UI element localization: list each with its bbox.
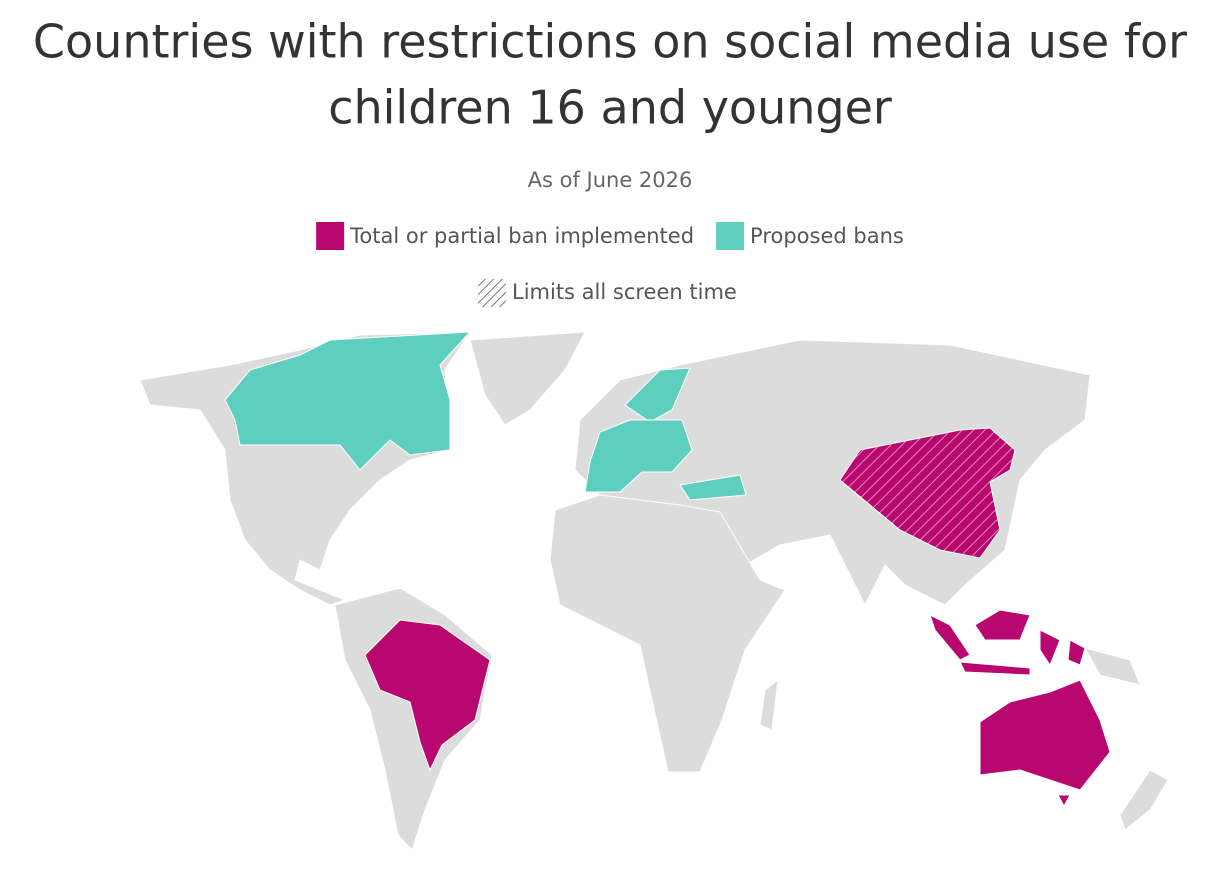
western-europe (584, 419, 693, 493)
subtitle: As of June 2026 (528, 168, 693, 192)
africa (549, 494, 786, 773)
indonesia (929, 609, 1086, 676)
hatch-swatch (478, 279, 506, 307)
legend-label: Proposed bans (750, 224, 904, 248)
title: children 16 and younger (328, 81, 892, 135)
new-zealand (1119, 769, 1169, 831)
canada (224, 331, 472, 471)
title: Countries with restrictions on social me… (33, 15, 1187, 69)
legend-label: Total or partial ban implemented (349, 224, 694, 248)
papua (1083, 647, 1141, 686)
legend: Total or partial ban implemented Proposed… (316, 222, 904, 250)
china (839, 427, 1016, 559)
legend-label: Limits all screen time (512, 280, 737, 304)
australia (979, 679, 1111, 808)
scandinavia (624, 367, 691, 423)
greenland (469, 331, 586, 426)
map (139, 331, 1169, 851)
turkey (679, 474, 747, 501)
legend-swatch (716, 222, 745, 250)
brazil (364, 619, 491, 772)
legend-swatch (316, 222, 345, 250)
madagascar (759, 678, 779, 731)
